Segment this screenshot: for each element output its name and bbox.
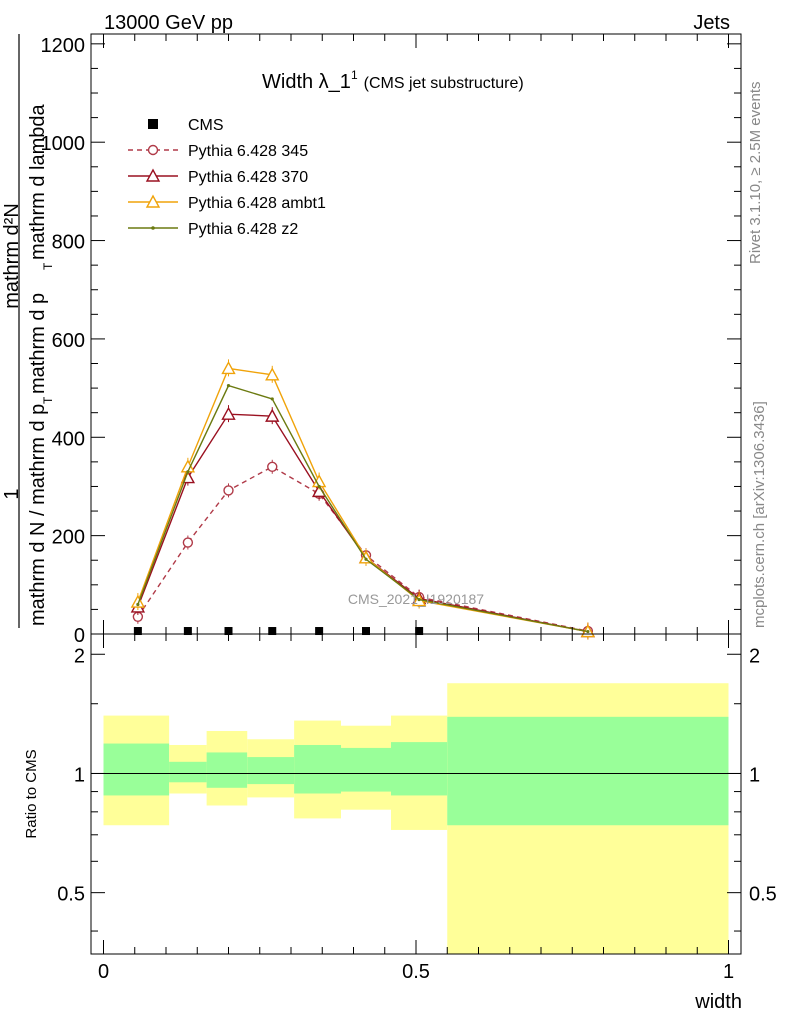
ratio-ytick-label-right: 0.5 [749, 884, 777, 906]
data-point [315, 627, 324, 636]
main-ytick-label: 0 [74, 625, 85, 647]
ratio-xtick-label: 1 [723, 961, 734, 983]
legend-label: Pythia 6.428 z2 [188, 221, 298, 238]
ratio-inner-band [206, 752, 248, 788]
rivet-label: Rivet 3.1.10, ≥ 2.5M events [747, 82, 764, 265]
legend-item: Pythia 6.428 370 [128, 168, 308, 186]
legend: CMS Pythia 6.428 345 Pythia 6.428 370 Pythi… [128, 117, 326, 238]
ratio-xtick-label: 0.5 [402, 961, 430, 983]
data-point [221, 360, 236, 375]
main-ytick-label: 200 [52, 527, 85, 549]
header-left: 13000 GeV pp [104, 12, 233, 34]
legend-label: CMS [188, 117, 224, 134]
series-pythia-6-428-345 [132, 459, 594, 639]
data-point [267, 461, 278, 472]
ratio-ytick-label: 1 [74, 764, 85, 786]
main-ytick-label: 800 [52, 232, 85, 254]
data-point [223, 485, 234, 496]
ratio-inner-band [341, 747, 391, 792]
legend-marker [147, 144, 159, 156]
legend-item: Pythia 6.428 ambt1 [128, 194, 326, 212]
ratio-ytick-label: 0.5 [57, 884, 85, 906]
data-point [317, 484, 321, 489]
ratio-ylabel: Ratio to CMS [23, 749, 40, 838]
ratio-ytick-label-right: 2 [749, 645, 760, 667]
main-ytick-label: 1000 [41, 133, 86, 155]
series-line [137, 384, 589, 633]
mcplots-label: mcplots.cern.ch [arXiv:1306.3436] [751, 401, 768, 628]
ratio-inner-band [103, 743, 170, 796]
data-point [182, 537, 194, 548]
data-point [136, 602, 140, 607]
main-ytick-label: 600 [52, 330, 85, 352]
ratio-ytick-label-right: 1 [749, 764, 760, 786]
ratio-xtick-label: 0 [98, 961, 109, 983]
legend-marker [151, 226, 155, 230]
legend-item: Pythia 6.428 z2 [128, 221, 298, 238]
legend-label: Pythia 6.428 ambt1 [188, 195, 326, 212]
data-point [265, 367, 280, 381]
ratio-inner-band [247, 757, 295, 785]
series-line [137, 465, 589, 632]
data-point [265, 408, 280, 422]
data-point [415, 627, 424, 636]
ratio-inner-band [391, 742, 448, 796]
legend-marker [148, 119, 158, 129]
ratio-inner-band [169, 761, 207, 783]
ratio-panel: 0.5 0.5 1 1 2 2 0 0.5 1 [57, 633, 777, 983]
data-point [130, 594, 146, 608]
data-point [226, 384, 231, 388]
ratio-bands [91, 683, 741, 954]
legend-marker [145, 168, 161, 182]
ylabel-top: mathrm d²N [1, 203, 23, 309]
data-point [268, 627, 277, 636]
ylabel-denominator-1: mathrm d N / mathrm d p [27, 404, 49, 626]
data-point [362, 627, 370, 636]
main-ylabel: 1 mathrm d²N mathrm d N / mathrm d p T m… [1, 34, 55, 628]
data-point [133, 627, 142, 636]
data-point [183, 627, 192, 636]
main-panel: CMS_2021_I1920187 0 200 400 600 800 1000 1200 [41, 33, 742, 647]
main-ytick-label: 400 [52, 428, 85, 450]
ratio-inner-band [294, 744, 341, 794]
data-point [417, 597, 421, 602]
ylabel-denominator-3: mathrm d p [27, 293, 49, 394]
ratio-inner-band [447, 716, 729, 826]
header-right: Jets [693, 12, 730, 34]
series-line [137, 413, 589, 633]
series-pythia-6-428-z2 [136, 384, 590, 634]
plot-title: Width λ_11 (CMS jet substructure) [262, 68, 524, 93]
legend-label: Pythia 6.428 345 [188, 143, 308, 160]
ylabel-denominator-2: T [41, 396, 55, 404]
ratio-frame [90, 633, 742, 955]
data-point [586, 629, 590, 634]
ylabel-denominator-5: mathrm d lambda [27, 104, 49, 260]
ratio-xlabel: width [694, 991, 742, 1013]
data-point [186, 470, 190, 474]
legend-marker [145, 194, 161, 208]
data-point [270, 397, 274, 401]
data-point [221, 406, 236, 420]
watermark: CMS_2021_I1920187 [348, 591, 484, 607]
data-point [364, 557, 368, 561]
main-ytick-label: 1200 [41, 35, 86, 57]
legend-label: Pythia 6.428 370 [188, 169, 308, 186]
legend-item: CMS [148, 117, 224, 134]
legend-item: Pythia 6.428 345 [128, 143, 308, 160]
ylabel-numerator: 1 [1, 488, 23, 499]
data-point [358, 550, 374, 564]
ylabel-denominator-4: T [41, 262, 55, 270]
ratio-ytick-label: 2 [74, 645, 85, 667]
